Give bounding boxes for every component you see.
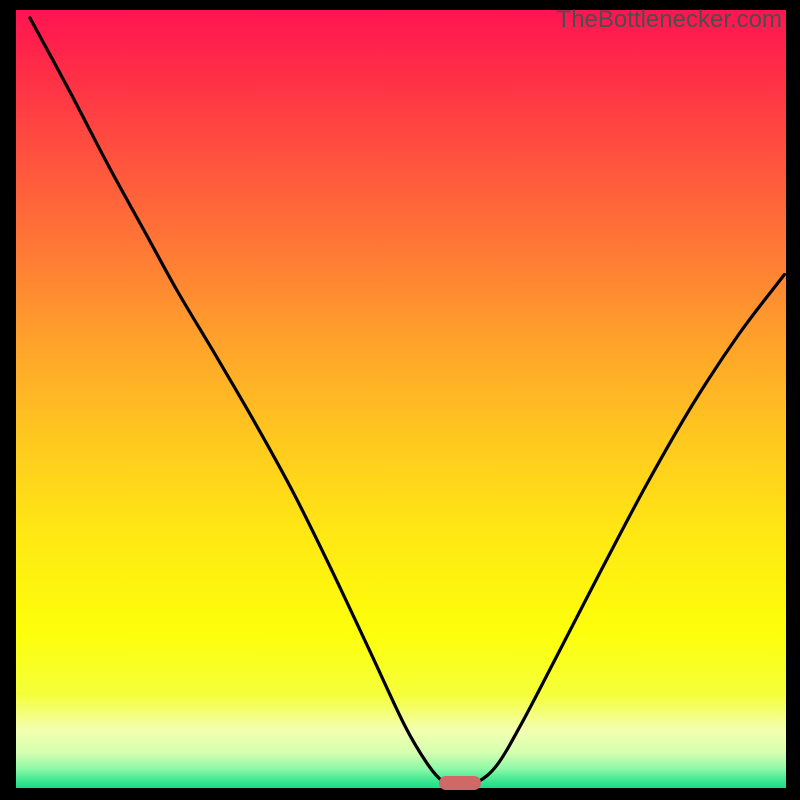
optimal-indicator <box>439 776 481 790</box>
chart-container: TheBottlenecker.com <box>0 0 800 800</box>
plot-area <box>16 10 786 788</box>
watermark-text: TheBottlenecker.com <box>557 6 782 34</box>
bottleneck-curve <box>16 10 786 788</box>
